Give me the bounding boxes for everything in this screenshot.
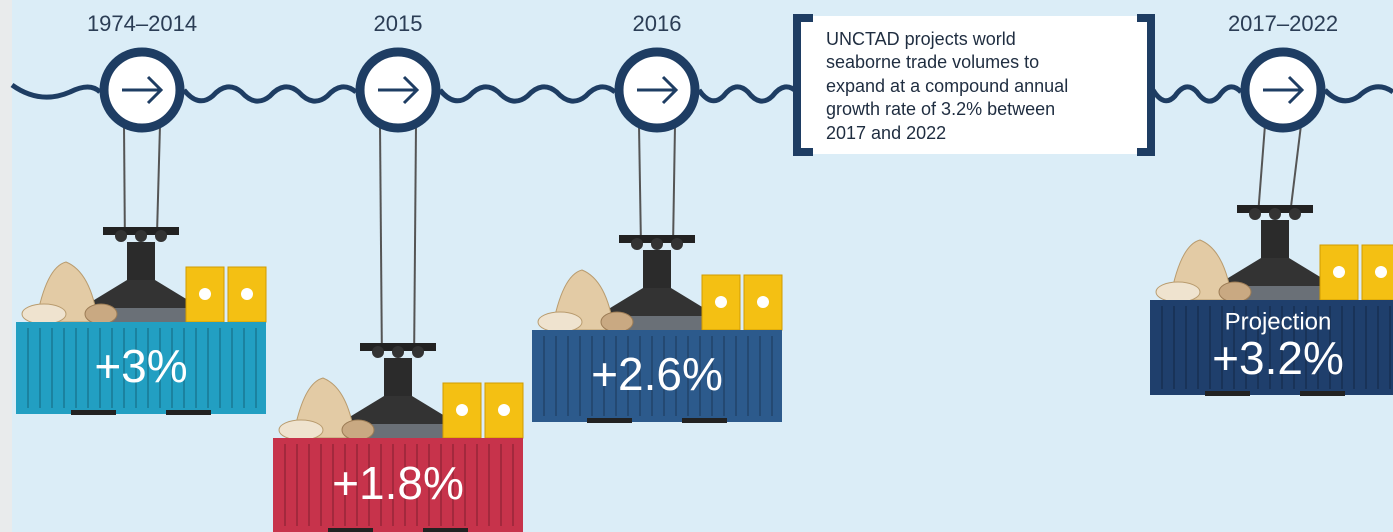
hook-wheel — [412, 346, 424, 358]
sack-small — [21, 303, 67, 325]
hook-wheel — [372, 346, 384, 358]
cargo-tray — [111, 308, 201, 322]
period-label: 1974–2014 — [87, 11, 197, 36]
cargo-tray — [627, 316, 717, 330]
hook-wheel — [135, 230, 147, 242]
barrel-icon — [1375, 266, 1387, 278]
cable — [156, 124, 161, 228]
sack-small — [600, 311, 634, 333]
cable — [413, 124, 417, 344]
hook-wheel — [155, 230, 167, 242]
container-foot — [682, 418, 727, 423]
note-line: growth rate of 3.2% between — [826, 99, 1055, 119]
cable — [672, 124, 676, 236]
period-change: +2.6% — [591, 348, 723, 400]
barrel-icon — [757, 296, 769, 308]
container — [1150, 300, 1393, 395]
container — [273, 438, 523, 532]
container-foot — [71, 410, 116, 415]
hook-body — [384, 358, 412, 396]
hook-wheel — [1289, 208, 1301, 220]
sack-small — [1155, 281, 1201, 303]
period: 1974–2014 +3% — [16, 11, 267, 415]
period: 2017–2022 Projection+3.2% — [1150, 11, 1393, 396]
hook-spread — [338, 396, 458, 424]
hook-body — [1261, 220, 1289, 258]
wave — [696, 84, 799, 104]
container — [532, 330, 782, 422]
period-change: +3% — [94, 340, 187, 392]
hook-wheel — [1249, 208, 1261, 220]
period-tag: Projection — [1225, 308, 1332, 335]
barrel-icon — [456, 404, 468, 416]
container-foot — [587, 418, 632, 423]
sack-small — [278, 419, 324, 441]
hook-wheel — [115, 230, 127, 242]
container-foot — [166, 410, 211, 415]
bracket-left — [793, 14, 813, 156]
barrel-icon — [715, 296, 727, 308]
barrel-icon — [199, 288, 211, 300]
cargo-tray — [368, 424, 458, 438]
hook-wheel — [392, 346, 404, 358]
barrel-icon — [241, 288, 253, 300]
wave — [182, 84, 358, 104]
note-line: UNCTAD projects world — [826, 29, 1016, 49]
container-foot — [328, 528, 373, 532]
period-change: +3.2% — [1212, 332, 1344, 384]
container-foot — [1300, 391, 1345, 396]
wave — [10, 82, 102, 100]
arrow — [122, 75, 164, 105]
cable — [1257, 124, 1266, 206]
wave — [438, 84, 617, 104]
period: 2015 +1.8% — [273, 11, 524, 532]
sack-small — [1218, 281, 1252, 303]
arrow — [378, 75, 420, 105]
left-strip — [0, 0, 12, 532]
cable — [1290, 124, 1302, 206]
sack-small — [84, 303, 118, 325]
barrel-icon — [1333, 266, 1345, 278]
note-line: seaborne trade volumes to — [826, 52, 1039, 72]
hook-body — [127, 242, 155, 280]
wave — [1323, 84, 1393, 104]
period-label: 2016 — [633, 11, 682, 36]
note-background — [797, 16, 1153, 154]
period: 2016 +2.6% — [532, 11, 783, 423]
arrow — [1263, 75, 1305, 105]
hook-wheel — [671, 238, 683, 250]
container-foot — [1205, 391, 1250, 396]
barrel-icon — [498, 404, 510, 416]
period-label: 2015 — [374, 11, 423, 36]
note-line: expand at a compound annual — [826, 76, 1068, 96]
cargo-tray — [1245, 286, 1335, 300]
cable — [638, 124, 642, 236]
hook-wheel — [631, 238, 643, 250]
container — [16, 322, 266, 414]
note-line: 2017 and 2022 — [826, 123, 946, 143]
hook-wheel — [651, 238, 663, 250]
sack-small — [537, 311, 583, 333]
hook-spread — [1215, 258, 1335, 286]
hook-wheel — [1269, 208, 1281, 220]
hook-spread — [597, 288, 717, 316]
hook-body — [643, 250, 671, 288]
note-box: UNCTAD projects world seaborne trade vol… — [793, 14, 1155, 156]
container-foot — [423, 528, 468, 532]
arrow — [637, 75, 679, 105]
cable — [379, 124, 383, 344]
period-change: +1.8% — [332, 457, 464, 509]
wave — [1150, 84, 1243, 104]
sack-small — [341, 419, 375, 441]
cable — [123, 124, 126, 228]
bracket-right — [1137, 14, 1155, 156]
period-label: 2017–2022 — [1228, 11, 1338, 36]
hook-spread — [81, 280, 201, 308]
